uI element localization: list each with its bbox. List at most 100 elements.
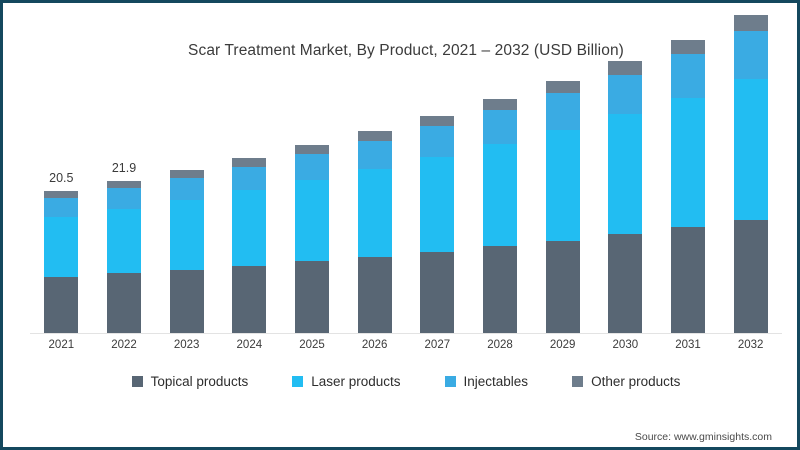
x-axis-tick-2027: 2027 (424, 339, 451, 351)
bar-segment[interactable] (169, 177, 204, 201)
bar-segment[interactable] (169, 200, 204, 270)
bar-segment[interactable] (44, 216, 79, 277)
bar-segment[interactable] (608, 61, 643, 75)
bar-segment[interactable] (295, 145, 329, 155)
legend-label: Injectables (463, 374, 529, 389)
stacked-bar[interactable] (671, 39, 705, 334)
bar-segment[interactable] (733, 15, 768, 32)
bar-segment[interactable] (608, 74, 643, 115)
stacked-bar[interactable] (44, 191, 79, 334)
legend-swatch-icon (572, 376, 584, 387)
bar-group (608, 61, 643, 334)
bar-segment[interactable] (107, 181, 141, 189)
legend-label: Other products (591, 374, 681, 389)
bar-segment[interactable] (483, 143, 517, 247)
stacked-bar[interactable] (483, 99, 517, 334)
bar-group (733, 15, 768, 334)
legend-swatch-icon (131, 376, 143, 387)
bar-segment[interactable] (357, 131, 392, 141)
bar-segment[interactable] (44, 191, 79, 199)
bar-group (483, 76, 517, 334)
bar-segment[interactable] (671, 39, 705, 55)
source-credit: Source: www.gminsights.com (634, 431, 772, 443)
legend-swatch-icon (444, 376, 456, 387)
bar-group: 20.5 (44, 76, 79, 334)
legend-item[interactable]: Injectables (444, 374, 529, 389)
x-axis-tick-2032: 2032 (737, 339, 764, 351)
bar-segment[interactable] (232, 158, 267, 167)
bar-group: 21.9 (107, 76, 141, 334)
stacked-bar[interactable] (295, 145, 329, 334)
bar-group (232, 76, 267, 334)
bar-segment[interactable] (608, 114, 643, 235)
bar-segment[interactable] (169, 170, 204, 178)
x-axis-baseline (30, 333, 782, 334)
bar-segment[interactable] (483, 99, 517, 111)
bar-group (169, 76, 204, 334)
bar-segment[interactable] (733, 31, 768, 79)
bar-segment[interactable] (295, 154, 329, 180)
bar-segment[interactable] (107, 273, 141, 334)
bar-group (545, 76, 580, 334)
x-axis-tick-2022: 2022 (111, 339, 137, 351)
bar-segment[interactable] (44, 276, 79, 334)
stacked-bar[interactable] (232, 158, 267, 334)
bar-segment[interactable] (357, 256, 392, 334)
legend-item[interactable]: Other products (572, 374, 680, 389)
chart-legend: Topical products Laser products Injectable… (6, 374, 797, 389)
bar-group (357, 76, 392, 334)
bar-segment[interactable] (483, 110, 517, 144)
x-axis-tick-2023: 2023 (173, 339, 200, 351)
bar-segment[interactable] (295, 261, 329, 334)
bar-segment[interactable] (420, 156, 455, 252)
x-axis-tick-2028: 2028 (487, 339, 513, 351)
stacked-bar[interactable] (545, 80, 580, 334)
bar-segment[interactable] (420, 251, 455, 334)
bar-segment[interactable] (44, 198, 79, 217)
bar-segment[interactable] (232, 166, 267, 191)
bar-segment[interactable] (733, 219, 768, 334)
bar-segment[interactable] (545, 240, 580, 334)
stacked-bar[interactable] (733, 15, 768, 334)
bar-segment[interactable] (232, 190, 267, 266)
chart-title: Scar Treatment Market, By Product, 2021 … (188, 42, 624, 59)
legend-item[interactable]: Laser products (292, 374, 401, 389)
bar-segment[interactable] (671, 54, 705, 98)
x-axis-tick-2021: 2021 (48, 339, 75, 351)
bar-segment[interactable] (232, 265, 267, 334)
stacked-bar[interactable] (169, 170, 204, 334)
bar-group (420, 76, 455, 334)
x-axis-tick-2030: 2030 (612, 339, 639, 351)
bar-segment[interactable] (420, 115, 455, 127)
legend-item[interactable]: Topical products (131, 374, 249, 389)
bar-segment[interactable] (420, 126, 455, 157)
bar-group (295, 76, 329, 334)
stacked-bar[interactable] (357, 131, 392, 334)
stacked-bar[interactable] (420, 115, 455, 334)
bar-segment[interactable] (357, 168, 392, 257)
stacked-bar[interactable] (107, 181, 141, 334)
legend-label: Topical products (150, 374, 249, 389)
legend-label: Laser products (311, 374, 401, 389)
bar-segment[interactable] (107, 208, 141, 274)
bar-segment[interactable] (295, 179, 329, 262)
bar-segment[interactable] (483, 246, 517, 334)
bar-segment[interactable] (671, 97, 705, 228)
bar-segment[interactable] (671, 227, 705, 334)
bar-segment[interactable] (545, 80, 580, 94)
bar-segment[interactable] (608, 234, 643, 334)
bar-segment[interactable] (545, 93, 580, 130)
bar-segment[interactable] (169, 269, 204, 334)
bar-value-label: 20.5 (49, 171, 74, 186)
bar-segment[interactable] (545, 129, 580, 241)
x-axis-tick-2025: 2025 (299, 339, 325, 351)
bar-segment[interactable] (357, 140, 392, 169)
plot-area: 20.5 21.9 (30, 15, 782, 334)
bar-segment[interactable] (733, 78, 768, 220)
bar-segment[interactable] (107, 188, 141, 209)
stacked-bar[interactable] (608, 61, 643, 334)
x-axis-tick-2024: 2024 (236, 339, 263, 351)
x-axis-tick-labels: 2021 2022 2023 2024 2025 2026 2027 2028 2029 2030… (30, 339, 782, 359)
bar-group (671, 39, 705, 334)
